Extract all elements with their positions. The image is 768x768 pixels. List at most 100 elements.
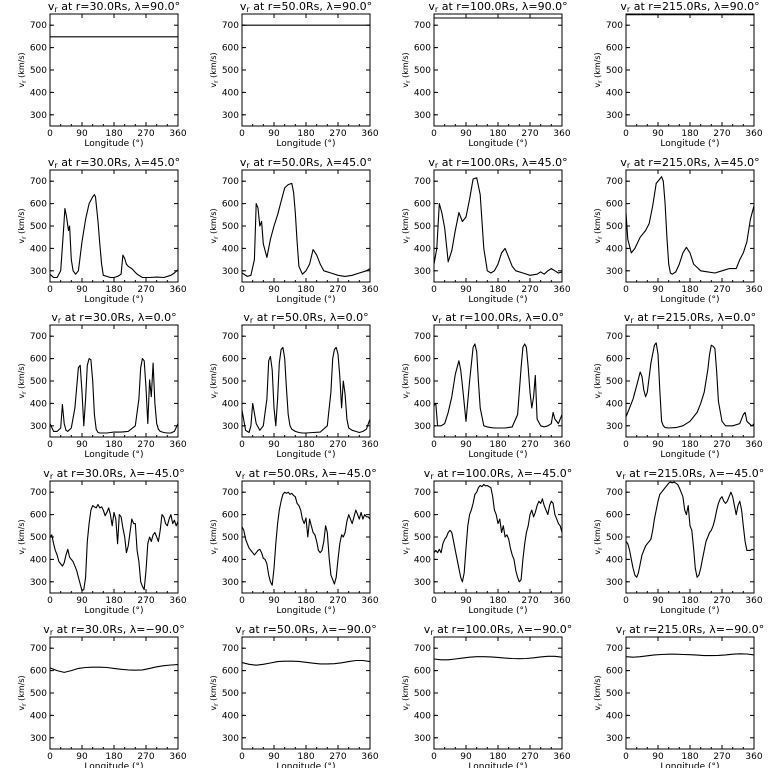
y-tick-label: 400: [30, 555, 47, 565]
x-axis-label: Longitude (°): [660, 606, 719, 616]
x-axis-label: Longitude (°): [660, 139, 719, 149]
x-tick-label: 270: [521, 596, 538, 606]
x-tick-label: 270: [329, 752, 346, 762]
panel-5: vr at r=30.0Rs, λ=45.0° 0 90 180 270 360 300 40…: [17, 156, 187, 305]
y-tick-label: 300: [30, 578, 47, 588]
plot-frame: [433, 636, 563, 750]
panel-4: vr at r=215.0Rs, λ=90.0° 0 90 180 270 360 300 4…: [593, 0, 763, 149]
x-tick-label: 0: [47, 596, 53, 606]
y-tick-label: 700: [414, 644, 431, 654]
x-tick-label: 360: [169, 440, 186, 450]
y-tick-label: 600: [222, 667, 239, 677]
y-axis-label: vr (km/s): [401, 675, 412, 710]
x-tick-label: 0: [239, 129, 245, 139]
x-tick-label: 270: [137, 440, 154, 450]
y-axis-label: vr (km/s): [209, 675, 220, 710]
x-tick-label: 270: [329, 129, 346, 139]
panel-7: vr at r=100.0Rs, λ=45.0° 0 90 180 270 360 300 4…: [401, 156, 571, 305]
x-tick-label: 360: [169, 129, 186, 139]
panel-title: vr at r=30.0Rs, λ=45.0°: [48, 156, 180, 170]
y-tick-label: 500: [414, 533, 431, 543]
x-tick-label: 360: [361, 285, 378, 295]
x-tick-label: 180: [681, 285, 698, 295]
y-axis-label: vr (km/s): [593, 675, 604, 710]
x-tick-label: 270: [521, 285, 538, 295]
panel-11: vr at r=100.0Rs, λ=0.0° 0 90 180 270 360 300 40…: [401, 311, 571, 460]
y-tick-label: 500: [606, 222, 623, 232]
series-line: [242, 491, 370, 586]
x-tick-label: 90: [76, 596, 88, 606]
panel-8: vr at r=215.0Rs, λ=45.0° 0 90 180 270 360 300 4…: [593, 156, 763, 305]
y-tick-label: 300: [414, 734, 431, 744]
x-tick-label: 270: [521, 752, 538, 762]
y-tick-label: 500: [606, 66, 623, 76]
x-tick-label: 270: [137, 285, 154, 295]
series-line: [626, 653, 754, 658]
y-tick-label: 500: [222, 377, 239, 387]
x-tick-label: 90: [652, 129, 664, 139]
x-tick-label: 270: [137, 596, 154, 606]
x-tick-label: 90: [76, 440, 88, 450]
x-tick-label: 270: [521, 440, 538, 450]
y-axis-label: vr (km/s): [593, 363, 604, 398]
y-tick-label: 300: [414, 111, 431, 121]
x-tick-label: 180: [297, 285, 314, 295]
y-tick-label: 300: [606, 422, 623, 432]
x-tick-label: 0: [47, 129, 53, 139]
y-tick-label: 400: [606, 244, 623, 254]
y-tick-label: 600: [414, 511, 431, 521]
y-axis-label: vr (km/s): [17, 208, 28, 243]
plot-frame: [625, 324, 755, 438]
plot-frame: [241, 636, 371, 750]
panel-title: vr at r=30.0Rs, λ=0.0°: [51, 311, 176, 325]
y-tick-label: 600: [30, 511, 47, 521]
y-tick-label: 400: [606, 555, 623, 565]
x-tick-label: 0: [47, 285, 53, 295]
y-tick-label: 500: [606, 377, 623, 387]
x-tick-label: 0: [431, 129, 437, 139]
y-tick-label: 300: [414, 422, 431, 432]
y-tick-label: 500: [30, 689, 47, 699]
panel-title: vr at r=50.0Rs, λ=−90.0°: [235, 623, 376, 637]
x-tick-label: 180: [105, 752, 122, 762]
x-tick-label: 90: [652, 596, 664, 606]
x-tick-label: 0: [623, 285, 629, 295]
y-axis-label: vr (km/s): [209, 519, 220, 554]
panel-title: vr at r=50.0Rs, λ=−45.0°: [235, 467, 376, 481]
y-tick-label: 400: [414, 399, 431, 409]
x-tick-label: 270: [521, 129, 538, 139]
y-tick-label: 700: [414, 177, 431, 187]
x-axis-label: Longitude (°): [468, 450, 527, 460]
y-axis-label: vr (km/s): [593, 52, 604, 87]
y-tick-label: 300: [414, 267, 431, 277]
x-tick-label: 90: [652, 440, 664, 450]
y-tick-label: 700: [30, 21, 47, 31]
series-line: [626, 176, 754, 275]
panel-title: vr at r=100.0Rs, λ=−90.0°: [424, 623, 572, 637]
x-axis-label: Longitude (°): [660, 450, 719, 460]
plot-frame: [241, 169, 371, 283]
x-tick-label: 180: [681, 440, 698, 450]
x-axis-label: Longitude (°): [84, 606, 143, 616]
y-axis-label: vr (km/s): [593, 208, 604, 243]
y-tick-label: 300: [222, 267, 239, 277]
x-tick-label: 180: [489, 285, 506, 295]
y-tick-label: 400: [30, 244, 47, 254]
y-tick-label: 400: [606, 88, 623, 98]
plot-frame: [433, 324, 563, 438]
x-tick-label: 270: [137, 752, 154, 762]
x-tick-label: 360: [361, 752, 378, 762]
y-tick-label: 600: [30, 44, 47, 54]
y-tick-label: 400: [414, 88, 431, 98]
panel-15: vr at r=100.0Rs, λ=−45.0° 0 90 180 270 360 300…: [401, 467, 572, 616]
y-tick-label: 500: [30, 66, 47, 76]
x-tick-label: 180: [489, 752, 506, 762]
series-line: [50, 503, 178, 592]
y-tick-label: 700: [606, 21, 623, 31]
panel-title: vr at r=215.0Rs, λ=0.0°: [624, 311, 756, 325]
y-tick-label: 600: [606, 200, 623, 210]
panel-14: vr at r=50.0Rs, λ=−45.0° 0 90 180 270 360 300 4…: [209, 467, 379, 616]
x-tick-label: 180: [681, 596, 698, 606]
x-tick-label: 360: [361, 596, 378, 606]
y-tick-label: 300: [606, 111, 623, 121]
